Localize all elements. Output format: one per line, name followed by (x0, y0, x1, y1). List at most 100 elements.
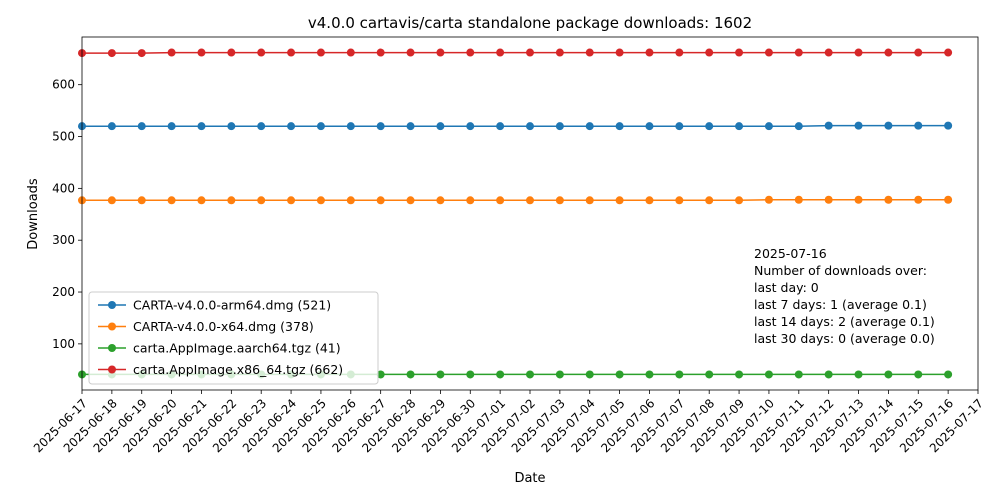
annotation-line: 2025-07-16 (754, 246, 827, 261)
data-point (884, 370, 893, 379)
series-1 (78, 195, 953, 205)
data-point (914, 121, 923, 130)
data-point (824, 48, 833, 57)
data-point (764, 122, 773, 131)
data-point (735, 48, 744, 57)
series-line (82, 124, 949, 127)
data-point (496, 196, 505, 205)
data-point (227, 122, 236, 131)
data-point (705, 196, 714, 205)
annotation-line: last 30 days: 0 (average 0.0) (754, 331, 935, 346)
y-tick-label: 600 (52, 78, 75, 92)
data-point (287, 122, 296, 131)
annotation-line: last 7 days: 1 (average 0.1) (754, 297, 927, 312)
data-point (645, 370, 654, 379)
data-point (436, 48, 445, 57)
data-point (346, 122, 355, 131)
data-point (675, 122, 684, 131)
data-point (137, 122, 146, 131)
data-point (735, 370, 744, 379)
data-point (794, 122, 803, 131)
data-point (406, 48, 415, 57)
data-point (914, 48, 923, 57)
data-point (705, 48, 714, 57)
data-point (376, 196, 385, 205)
data-point (107, 196, 116, 205)
legend-label: CARTA-v4.0.0-x64.dmg (378) (133, 319, 314, 334)
data-point (227, 48, 236, 57)
data-point (615, 122, 624, 131)
data-point (466, 370, 475, 379)
legend-label: carta.AppImage.aarch64.tgz (41) (133, 341, 341, 356)
legend-label: carta.AppImage.x86_64.tgz (662) (133, 362, 343, 377)
data-point (346, 196, 355, 205)
y-tick-label: 300 (52, 233, 75, 247)
data-point (346, 48, 355, 57)
data-point (287, 196, 296, 205)
legend-swatch-marker (108, 322, 116, 331)
data-point (316, 196, 325, 205)
legend: CARTA-v4.0.0-arm64.dmg (521) CARTA-v4.0.0… (88, 291, 379, 385)
y-tick-label: 500 (52, 130, 75, 144)
data-point (824, 370, 833, 379)
data-point (615, 196, 624, 205)
data-point (794, 370, 803, 379)
data-point (585, 122, 594, 131)
data-point (944, 195, 953, 204)
data-point (466, 196, 475, 205)
data-point (764, 48, 773, 57)
data-point (914, 195, 923, 204)
data-point (257, 196, 266, 205)
data-point (645, 196, 654, 205)
y-axis-label: Downloads (26, 178, 41, 250)
data-point (406, 196, 415, 205)
data-point (466, 48, 475, 57)
data-point (705, 122, 714, 131)
data-point (914, 370, 923, 379)
data-point (287, 48, 296, 57)
chart-title: v4.0.0 cartavis/carta standalone package… (308, 14, 752, 32)
data-point (496, 48, 505, 57)
data-point (764, 370, 773, 379)
series-0 (78, 121, 953, 131)
data-point (555, 122, 564, 131)
data-point (854, 195, 863, 204)
data-point (197, 48, 206, 57)
data-point (197, 122, 206, 131)
legend-item: CARTA-v4.0.0-x64.dmg (378) (98, 319, 314, 334)
data-point (555, 370, 564, 379)
legend-swatch-marker (108, 344, 116, 352)
legend-item: CARTA-v4.0.0-arm64.dmg (521) (98, 298, 331, 313)
data-point (526, 48, 534, 57)
data-point (526, 196, 534, 205)
data-point (137, 49, 146, 58)
data-point (227, 196, 236, 205)
data-point (376, 122, 385, 131)
legend-item: carta.AppImage.x86_64.tgz (662) (98, 362, 343, 377)
data-point (257, 48, 266, 57)
annotation-line: last day: 0 (754, 280, 819, 295)
data-point (675, 48, 684, 57)
data-point (466, 122, 475, 131)
data-point (854, 370, 863, 379)
legend-swatch-marker (108, 365, 116, 374)
y-tick-label: 100 (52, 337, 75, 351)
data-point (167, 48, 176, 57)
data-point (436, 196, 445, 205)
data-point (854, 48, 863, 57)
data-point (107, 49, 116, 58)
series-line (82, 51, 949, 54)
plot-area: 1002003004005006002025-06-172025-06-1820… (31, 36, 986, 455)
data-point (167, 196, 176, 205)
x-axis-label: Date (514, 471, 545, 486)
data-point (585, 48, 594, 57)
data-point (824, 121, 833, 130)
data-point (884, 48, 893, 57)
legend-label: CARTA-v4.0.0-arm64.dmg (521) (133, 298, 331, 313)
series-line (82, 199, 949, 202)
data-point (944, 121, 953, 130)
data-point (645, 122, 654, 131)
data-point (705, 370, 714, 379)
data-point (884, 195, 893, 204)
